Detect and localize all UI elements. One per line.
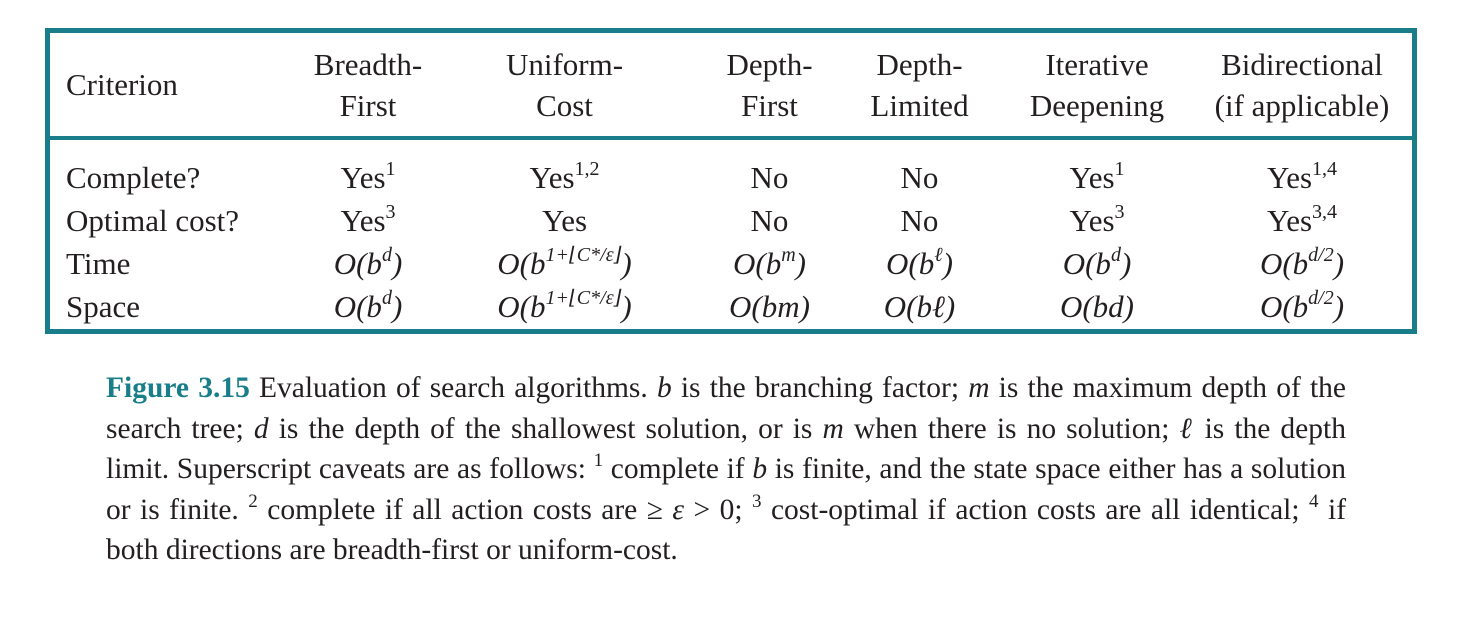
caption-text: is finite, and the state space either ha… bbox=[106, 453, 1346, 526]
row-complete: Complete? Yes1 Yes1,2 No No Yes1 Yes1,4 bbox=[66, 156, 1407, 199]
table-cell: Yes bbox=[541, 203, 588, 238]
table-cell: O(bd/2) bbox=[1259, 244, 1345, 281]
table-cell: O(bd) bbox=[1059, 289, 1135, 324]
caption-var: d bbox=[253, 412, 269, 445]
caption-text: when there is no solution; bbox=[843, 412, 1180, 445]
table-cell: Yes1,4 bbox=[1266, 158, 1338, 195]
caption-text: is the depth of the shallowest solution,… bbox=[268, 412, 823, 445]
table-cell: Yes1,2 bbox=[529, 158, 600, 195]
caption-var: m bbox=[968, 372, 990, 404]
caption-text: is the depth limit. Superscript caveats … bbox=[106, 412, 1346, 486]
table-cell: O(bℓ) bbox=[883, 289, 956, 324]
table-cell: Yes1 bbox=[340, 158, 396, 195]
table-cell: Yes3 bbox=[340, 201, 396, 238]
table-cell: No bbox=[750, 203, 789, 238]
table-cell: O(b1+⌊C*/ε⌋) bbox=[497, 244, 632, 281]
caption-text: is the maximum depth of the search tree; bbox=[106, 372, 1347, 445]
table-cell: O(b1+⌊C*/ε⌋) bbox=[497, 287, 632, 324]
row-label: Optimal cost? bbox=[66, 203, 240, 238]
caption-text: complete if bbox=[603, 453, 753, 485]
header-depth-limited: Depth- Limited bbox=[870, 46, 969, 123]
header-uniform-cost: Uniform- Cost bbox=[505, 46, 624, 123]
row-label: Space bbox=[66, 289, 141, 324]
caption-footnote-mark: 1 bbox=[593, 450, 604, 471]
table-header-row: Criterion Breadth- First Uniform- Cost Dep… bbox=[66, 33, 1407, 136]
table-cell: O(bm) bbox=[733, 244, 806, 281]
caption-var: ε bbox=[672, 493, 685, 526]
row-time: Time O(bd) O(b1+⌊C*/ε⌋) O(bm) O(bℓ) O(bd… bbox=[66, 242, 1407, 285]
comparison-table-frame: Criterion Breadth- First Uniform- Cost Dep… bbox=[45, 28, 1417, 334]
figure-label: Figure 3.15 bbox=[106, 372, 250, 404]
caption-text: complete if all action costs are ≥ bbox=[257, 493, 673, 526]
search-algorithms-table: Criterion Breadth- First Uniform- Cost Dep… bbox=[66, 33, 1407, 328]
table-cell: O(bℓ) bbox=[886, 244, 953, 281]
header-criterion: Criterion bbox=[66, 67, 178, 102]
caption-var: b bbox=[656, 372, 672, 404]
caption-var: m bbox=[822, 412, 844, 445]
row-label: Complete? bbox=[66, 160, 201, 195]
table-cell: O(bd/2) bbox=[1259, 287, 1345, 324]
header-breadth-first: Breadth- First bbox=[313, 46, 423, 123]
table-cell: O(bd) bbox=[333, 244, 403, 281]
header-iterative-deepening: Iterative Deepening bbox=[1029, 46, 1165, 123]
table-cell: No bbox=[900, 203, 939, 238]
table-cell: No bbox=[750, 160, 789, 195]
caption-footnote-mark: 4 bbox=[1309, 490, 1319, 512]
table-cell: Yes1 bbox=[1069, 158, 1125, 195]
row-optimal-cost: Optimal cost? Yes3 Yes No No Yes3 Yes3,4 bbox=[66, 199, 1407, 242]
caption-text: is the branching factor; bbox=[671, 372, 969, 404]
caption-text: > 0; bbox=[684, 493, 752, 526]
caption-var: ℓ bbox=[1179, 412, 1195, 445]
row-space: Space O(bd) O(b1+⌊C*/ε⌋) O(bm) O(bℓ) O(b… bbox=[66, 285, 1407, 328]
table-cell: O(bd) bbox=[333, 287, 403, 324]
row-label: Time bbox=[66, 246, 131, 281]
table-cell: No bbox=[900, 160, 939, 195]
caption-text: cost-optimal if action costs are all ide… bbox=[761, 493, 1310, 526]
table-cell: Yes3 bbox=[1069, 201, 1125, 238]
header-depth-first: Depth- First bbox=[726, 46, 813, 123]
table-cell: Yes3,4 bbox=[1266, 201, 1338, 238]
caption-footnote-mark: 2 bbox=[248, 490, 258, 512]
table-cell: O(bm) bbox=[729, 289, 810, 324]
figure-caption: Figure 3.15 Evaluation of search algorit… bbox=[106, 368, 1346, 571]
caption-text: Evaluation of search algorithms. bbox=[249, 372, 657, 404]
header-bidirectional: Bidirectional (if applicable) bbox=[1214, 46, 1390, 123]
header-divider bbox=[50, 136, 1412, 140]
table-cell: O(bd) bbox=[1062, 244, 1132, 281]
caption-var: b bbox=[752, 453, 768, 485]
caption-text: if both directions are breadth-first or … bbox=[106, 493, 1347, 567]
caption-footnote-mark: 3 bbox=[752, 490, 762, 512]
